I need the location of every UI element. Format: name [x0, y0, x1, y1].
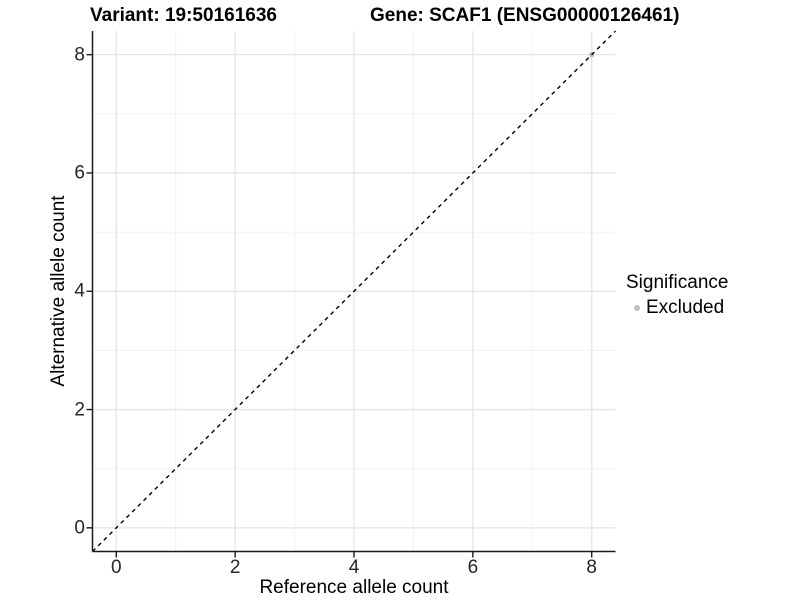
y-tick-label: 4 — [74, 280, 85, 302]
legend-item-excluded: Excluded — [626, 297, 728, 319]
y-axis-title: Alternative allele count — [48, 195, 69, 387]
gene-title: Gene: SCAF1 (ENSG00000126461) — [370, 5, 680, 26]
legend-title: Significance — [626, 272, 729, 293]
legend-item-label: Excluded — [646, 297, 725, 318]
x-axis-title: Reference allele count — [259, 577, 449, 598]
legend: Significance Excluded — [626, 272, 728, 319]
legend-point-swatch — [634, 305, 640, 311]
x-tick-label: 2 — [229, 557, 241, 578]
x-tick-label: 6 — [467, 557, 479, 578]
y-tick-label: 0 — [74, 517, 85, 539]
variant-title: Variant: 19:50161636 — [90, 5, 277, 26]
x-tick-label: 0 — [110, 557, 122, 578]
x-tick-label: 4 — [348, 557, 360, 578]
y-tick-label: 2 — [74, 399, 85, 421]
y-tick-label: 6 — [74, 162, 85, 184]
identity-line — [92, 30, 616, 552]
y-tick-label: 8 — [74, 44, 85, 66]
x-tick-label: 8 — [586, 557, 598, 578]
